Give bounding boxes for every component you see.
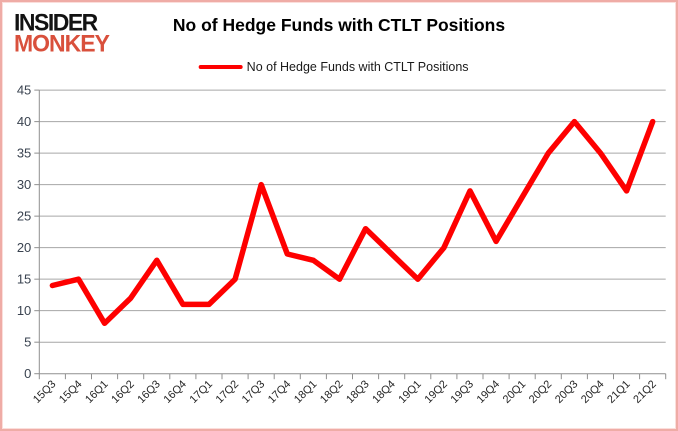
y-tick-label: 40 xyxy=(17,114,31,129)
x-tick-label: 19Q2 xyxy=(422,378,450,406)
x-tick-label: 16Q2 xyxy=(109,378,137,406)
x-tick-label: 15Q3 xyxy=(31,378,59,406)
x-tick-label: 17Q4 xyxy=(266,378,294,406)
x-tick-label: 18Q1 xyxy=(292,378,320,406)
x-tick-label: 16Q3 xyxy=(135,378,163,406)
x-tick-label: 21Q1 xyxy=(605,378,633,406)
legend-series-swatch xyxy=(198,64,243,70)
y-tick-label: 15 xyxy=(17,272,31,287)
logo-monkey-text: MONKEY xyxy=(14,29,110,57)
y-tick-label: 35 xyxy=(17,146,31,161)
chart-legend: No of Hedge Funds with CTLT Positions xyxy=(198,60,469,74)
page-title: No of Hedge Funds with CTLT Positions xyxy=(172,15,506,35)
y-tick-label: 20 xyxy=(17,240,31,255)
x-tick-label: 19Q3 xyxy=(449,378,477,406)
x-tick-label: 19Q1 xyxy=(396,378,424,406)
insider-monkey-logo: INSIDER MONKEY xyxy=(14,8,110,57)
y-tick-label: 25 xyxy=(17,209,31,224)
x-tick-label: 18Q4 xyxy=(370,378,398,406)
legend-series-label: No of Hedge Funds with CTLT Positions xyxy=(246,60,469,74)
y-tick-label: 0 xyxy=(24,366,31,381)
x-tick-label: 15Q4 xyxy=(57,378,85,406)
logo-insider-text: INSIDER xyxy=(14,8,98,36)
y-tick-label: 10 xyxy=(17,303,31,318)
x-tick-label: 20Q3 xyxy=(553,378,581,406)
x-tick-label: 16Q4 xyxy=(161,378,189,406)
x-tick-label: 21Q2 xyxy=(631,378,659,406)
y-tick-label: 30 xyxy=(17,177,31,192)
x-tick-label: 17Q3 xyxy=(240,378,268,406)
x-tick-label: 20Q2 xyxy=(527,378,555,406)
y-tick-label: 5 xyxy=(24,335,31,350)
x-tick-label: 20Q1 xyxy=(501,378,529,406)
x-tick-label: 17Q2 xyxy=(214,378,242,406)
x-tick-label: 20Q4 xyxy=(579,378,607,406)
x-tick-label: 17Q1 xyxy=(188,378,216,406)
y-tick-label: 45 xyxy=(17,83,31,98)
series-line xyxy=(49,118,656,327)
x-tick-label: 16Q1 xyxy=(83,378,111,406)
x-tick-label: 19Q4 xyxy=(475,378,503,406)
x-tick-label: 18Q3 xyxy=(344,378,372,406)
x-tick-label: 18Q2 xyxy=(318,378,346,406)
